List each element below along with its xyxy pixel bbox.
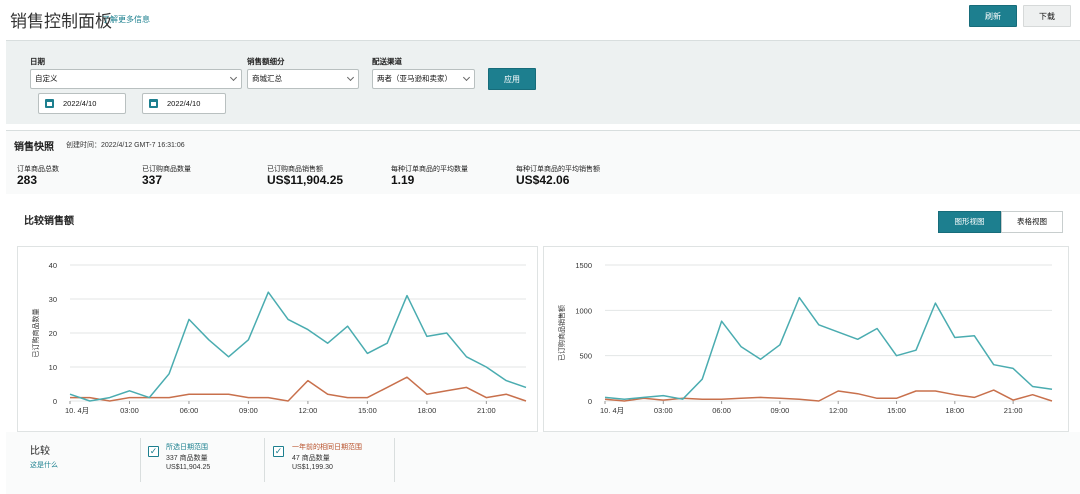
x-tick-label: 03:00 — [120, 406, 139, 415]
y-tick-label: 500 — [579, 352, 592, 361]
x-tick-label: 15:00 — [358, 406, 377, 415]
units-chart-panel: 0 10 20 30 40 已订购商品数量 10. 4月 03:00 06:00 09:00 12:… — [17, 246, 538, 432]
last-year-range-count: 47 商品数量 — [292, 455, 330, 462]
chevron-down-icon — [229, 73, 238, 82]
x-tick-label: 06:00 — [712, 406, 731, 415]
series-line-selected-range — [69, 291, 527, 402]
y-axis-label: 已订购商品销售额 — [557, 305, 566, 361]
channel-select[interactable]: 两者（亚马逊和卖家） — [372, 69, 475, 89]
graph-view-button[interactable]: 图形视图 — [938, 211, 1001, 233]
breakdown-value: 商城汇总 — [252, 74, 282, 83]
y-tick-label: 30 — [49, 295, 57, 304]
metric-label: 已订购商品数量 — [142, 166, 191, 173]
snapshot-title: 销售快照 — [14, 142, 54, 153]
last-year-range-title: 一年前的相同日期范围 — [292, 444, 362, 451]
sales-chart: 0 500 1000 1500 已订购商品销售额 10. 4月 03:00 06:00 09:0… — [557, 261, 1053, 415]
y-tick-label: 40 — [49, 261, 57, 270]
series-line-selected-range — [604, 296, 1053, 400]
calendar-icon[interactable] — [45, 99, 54, 108]
metric-value: US$11,904.25 — [267, 173, 344, 187]
date-range-value: 自定义 — [35, 74, 58, 83]
y-axis-label: 已订购商品数量 — [31, 309, 40, 358]
x-tick-label: 12:00 — [829, 406, 848, 415]
selected-range-title: 所选日期范围 — [166, 444, 208, 451]
metric-value: 337 — [142, 173, 163, 187]
x-tick-label: 09:00 — [771, 406, 790, 415]
table-view-button[interactable]: 表格视图 — [1001, 211, 1063, 233]
metric-value: 1.19 — [391, 173, 415, 187]
divider — [140, 438, 141, 482]
metric-label: 订单商品总数 — [17, 166, 59, 173]
series-line-last-year — [604, 389, 1053, 402]
y-tick-label: 1000 — [575, 306, 592, 315]
x-tick-label: 15:00 — [887, 406, 906, 415]
start-date-field[interactable]: 2022/4/10 — [38, 93, 126, 114]
x-tick-label: 09:00 — [239, 406, 258, 415]
snapshot-created-time: 创建时间：2022/4/12 GMT-7 16:31:06 — [66, 142, 185, 149]
x-tick-label: 18:00 — [417, 406, 436, 415]
selected-range-count: 337 商品数量 — [166, 455, 208, 462]
y-tick-label: 20 — [49, 329, 57, 338]
breakdown-select[interactable]: 商城汇总 — [247, 69, 359, 89]
metric-value: US$42.06 — [516, 173, 570, 187]
filter-panel: 日期 自定义 2022/4/10 2022/4/10 销售额细分 商城汇总 配送… — [6, 40, 1080, 124]
learn-more-link[interactable]: 了解更多信息 — [102, 15, 150, 24]
legend-heading: 比较 — [30, 446, 50, 457]
start-date-value: 2022/4/10 — [63, 99, 97, 108]
chevron-down-icon — [462, 73, 471, 82]
compare-sales-title: 比较销售额 — [24, 216, 74, 227]
y-tick-label: 1500 — [575, 261, 592, 270]
metric-value: 283 — [17, 173, 38, 187]
selected-range-checkbox[interactable]: ✓ — [148, 446, 159, 457]
date-label: 日期 — [30, 57, 45, 66]
apply-button[interactable]: 应用 — [488, 68, 536, 90]
comparison-legend: 比较 这是什么 ✓ 所选日期范围 337 商品数量 US$11,904.25 ✓… — [6, 432, 1080, 494]
x-tick-label: 03:00 — [654, 406, 673, 415]
y-tick-label: 0 — [588, 397, 592, 406]
metric-label: 已订购商品销售额 — [267, 166, 323, 173]
divider — [264, 438, 265, 482]
series-line-last-year — [70, 376, 527, 402]
metric-label: 每种订单商品的平均销售额 — [516, 166, 600, 173]
x-tick-label: 10. 4月 — [600, 406, 624, 415]
sales-snapshot: 销售快照 创建时间：2022/4/12 GMT-7 16:31:06 订单商品总… — [6, 130, 1080, 194]
date-range-select[interactable]: 自定义 — [30, 69, 242, 89]
sales-chart-panel: 0 500 1000 1500 已订购商品销售额 10. 4月 03:00 06:00 09:0… — [543, 246, 1069, 432]
selected-range-sales: US$11,904.25 — [166, 464, 211, 471]
calendar-icon[interactable] — [149, 99, 158, 108]
breakdown-label: 销售额细分 — [247, 57, 285, 66]
channel-value: 两者（亚马逊和卖家） — [377, 74, 452, 83]
last-year-range-sales: US$1,199.30 — [292, 464, 333, 471]
end-date-value: 2022/4/10 — [167, 99, 201, 108]
last-year-range-checkbox[interactable]: ✓ — [273, 446, 284, 457]
x-tick-label: 06:00 — [180, 406, 199, 415]
y-tick-label: 0 — [53, 397, 57, 406]
x-tick-label: 12:00 — [299, 406, 318, 415]
units-chart: 0 10 20 30 40 已订购商品数量 10. 4月 03:00 06:00 09:00 12:… — [31, 261, 527, 415]
x-tick-label: 21:00 — [1004, 406, 1023, 415]
x-tick-label: 10. 4月 — [65, 406, 89, 415]
metric-label: 每种订单商品的平均数量 — [391, 166, 468, 173]
divider — [394, 438, 395, 482]
x-tick-label: 21:00 — [477, 406, 496, 415]
end-date-field[interactable]: 2022/4/10 — [142, 93, 226, 114]
what-is-this-link[interactable]: 这是什么 — [30, 462, 58, 469]
y-tick-label: 10 — [49, 363, 57, 372]
channel-label: 配送渠道 — [372, 57, 402, 66]
chevron-down-icon — [346, 73, 355, 82]
header-bar: 销售控制面板 了解更多信息 刷新 下载 — [0, 0, 1080, 40]
x-tick-label: 18:00 — [945, 406, 964, 415]
download-button[interactable]: 下载 — [1023, 5, 1071, 27]
refresh-button[interactable]: 刷新 — [969, 5, 1017, 27]
page-title: 销售控制面板 — [10, 12, 112, 31]
